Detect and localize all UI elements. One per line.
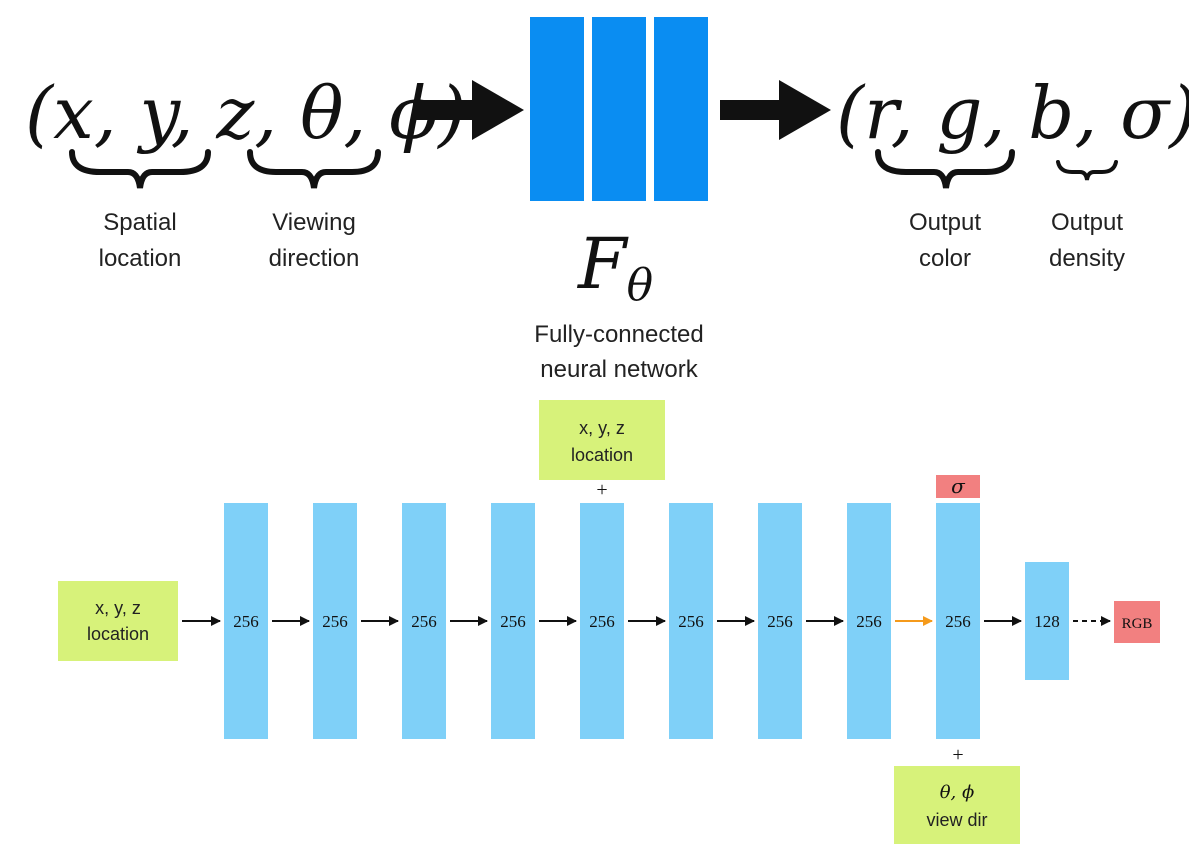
viewing-brace	[247, 149, 381, 189]
layer-7	[758, 503, 802, 739]
view-plus: +	[952, 744, 963, 766]
spatial-brace	[69, 149, 211, 189]
output-arrow	[720, 80, 831, 140]
network-symbol: Fθ	[576, 223, 653, 311]
density-label-line2: density	[1049, 245, 1125, 272]
rgb-box	[1114, 601, 1160, 643]
skip-plus: +	[596, 479, 607, 501]
color-brace	[875, 149, 1015, 189]
color-label-line2: color	[919, 245, 971, 272]
sigma-label: σ	[951, 474, 966, 498]
layer-5-label: 256	[589, 612, 615, 631]
view-box-line2: view dir	[926, 810, 987, 830]
skip-location-box	[539, 400, 665, 480]
layer-1-label: 256	[233, 612, 259, 631]
spatial-label-line1: Spatial	[103, 209, 176, 236]
layer-128	[1025, 562, 1069, 680]
layer-6-label: 256	[678, 612, 704, 631]
viewing-label-line2: direction	[269, 245, 360, 272]
color-label-line1: Output	[909, 209, 981, 236]
input-box-line2: location	[87, 624, 149, 644]
layer-3	[402, 503, 446, 739]
layer-2-label: 256	[322, 612, 348, 631]
network-block-3	[654, 17, 708, 201]
layer-6	[669, 503, 713, 739]
view-box-line1: θ, ϕ	[940, 782, 975, 803]
input-arrow	[413, 80, 524, 140]
view-dir-box	[894, 766, 1020, 844]
density-label-line1: Output	[1051, 209, 1123, 236]
network-blocks	[530, 17, 708, 201]
layer-7-label: 256	[767, 612, 793, 631]
layer-4	[491, 503, 535, 739]
layer-9	[936, 503, 980, 739]
sigma-box	[936, 475, 980, 498]
output-formula: (r, g, b, σ)	[836, 71, 1189, 155]
rgb-label: RGB	[1122, 616, 1153, 632]
viewing-label-line1: Viewing	[272, 209, 356, 236]
network-block-2	[592, 17, 646, 201]
layer-128-label: 128	[1034, 612, 1060, 631]
layer-8	[847, 503, 891, 739]
layer-2	[313, 503, 357, 739]
density-brace	[1056, 160, 1118, 181]
skip-box-line2: location	[571, 445, 633, 465]
input-box-line1: x, y, z	[95, 598, 141, 618]
layer-1	[224, 503, 268, 739]
input-location-box	[58, 581, 178, 661]
network-block-1	[530, 17, 584, 201]
input-formula: (x, y, z, θ, ϕ)	[25, 71, 466, 155]
layer-4-label: 256	[500, 612, 526, 631]
layer-8-label: 256	[856, 612, 882, 631]
network-caption-line2: neural network	[540, 356, 698, 383]
skip-box-line1: x, y, z	[579, 418, 625, 438]
network-caption-line1: Fully-connected	[534, 321, 703, 348]
layer-labels: 256 256 256 256 256 256 256 256 256 128	[233, 612, 1060, 631]
layer-3-label: 256	[411, 612, 437, 631]
spatial-label-line2: location	[99, 245, 182, 272]
layer-5	[580, 503, 624, 739]
layer-stack	[224, 503, 1069, 739]
layer-9-label: 256	[945, 612, 971, 631]
